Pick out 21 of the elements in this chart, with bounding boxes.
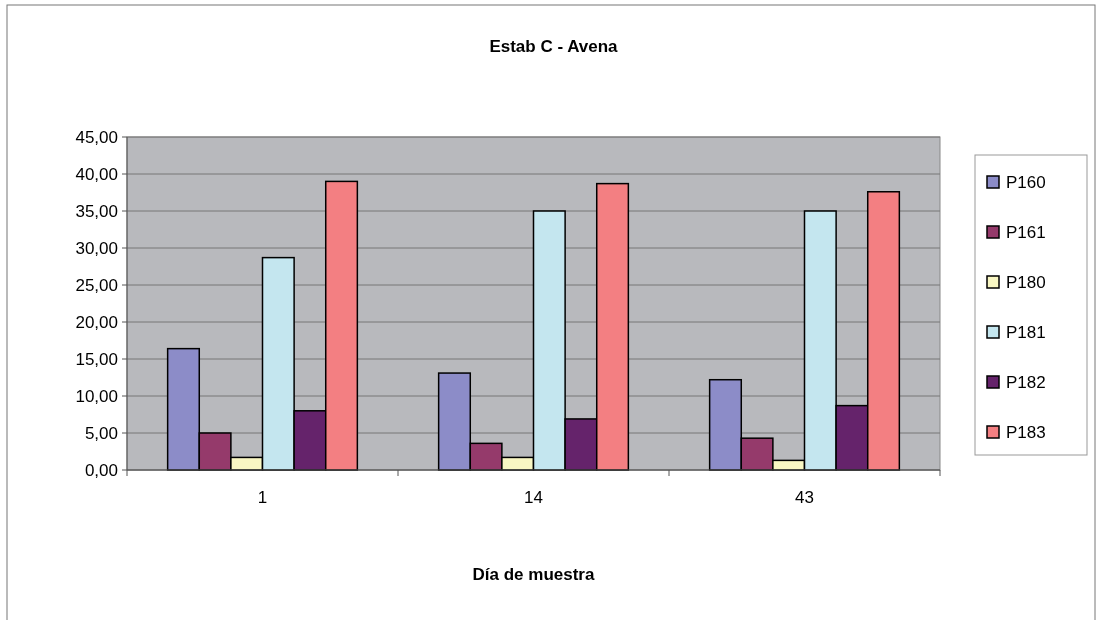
y-tick-label: 45,00 xyxy=(75,127,118,147)
y-tick-label: 5,00 xyxy=(84,423,118,443)
y-tick-label: 15,00 xyxy=(75,349,118,369)
y-tick-label: 10,00 xyxy=(75,386,118,406)
y-tick-label: 0,00 xyxy=(84,460,118,480)
x-axis-title: Día de muestra xyxy=(472,565,595,584)
y-tick-label: 25,00 xyxy=(75,275,118,295)
legend-label: P161 xyxy=(1006,222,1046,242)
x-tick-label: 43 xyxy=(795,488,814,507)
y-tick-label: 30,00 xyxy=(75,238,118,258)
legend-label: P182 xyxy=(1006,372,1046,392)
x-tick-label: 1 xyxy=(257,488,268,507)
x-tick-label: 14 xyxy=(524,488,543,507)
legend-label: P160 xyxy=(1006,172,1046,192)
y-tick-label: 40,00 xyxy=(75,164,118,184)
legend-label: P180 xyxy=(1006,272,1046,292)
y-tick-label: 35,00 xyxy=(75,201,118,221)
legend-label: P183 xyxy=(1006,422,1046,442)
chart-title: Estab C - Avena xyxy=(489,37,619,56)
legend-label: P181 xyxy=(1006,322,1046,342)
y-tick-label: 20,00 xyxy=(75,312,118,332)
